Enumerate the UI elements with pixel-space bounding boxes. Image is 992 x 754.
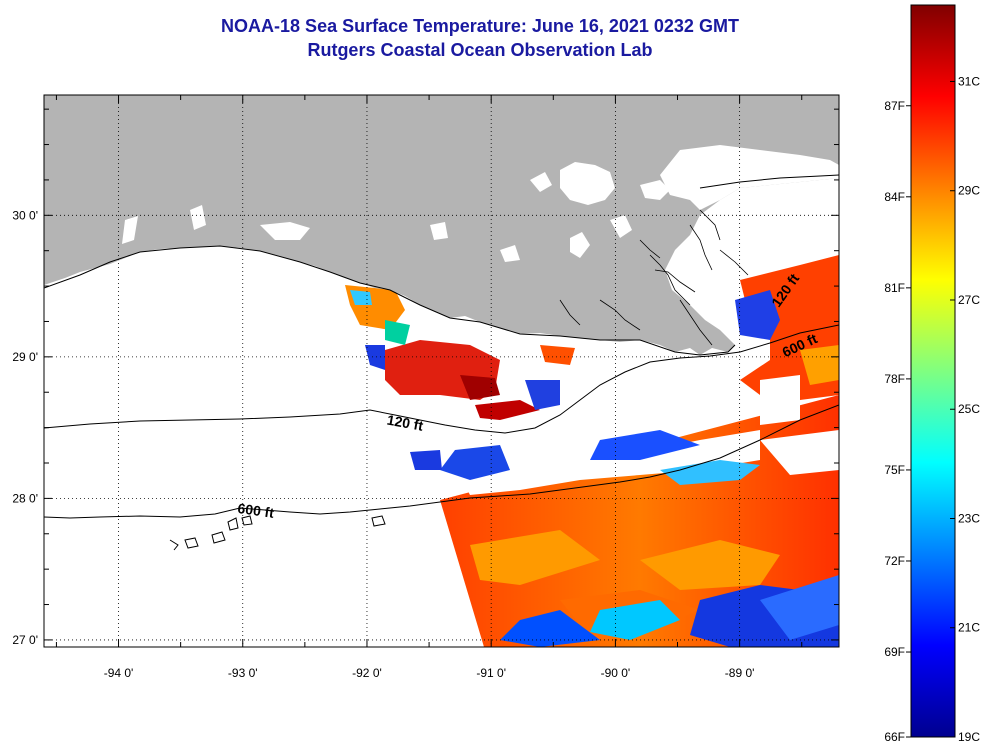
contour-120ft-line: [44, 324, 839, 434]
sst-cool-patch: [385, 320, 410, 345]
map-layers: [44, 95, 839, 647]
colorbar-fahrenheit-label: 84F: [884, 190, 905, 204]
sst-cool-patch: [410, 450, 442, 470]
contour-600ft-line: [44, 404, 839, 519]
colorbar-celsius-label: 31C: [958, 74, 980, 88]
latitude-label: 28 0': [12, 491, 38, 505]
sst-orange-patch: [640, 540, 780, 590]
sst-cool-patch: [440, 445, 510, 480]
colorbar-celsius-label: 29C: [958, 184, 980, 198]
longitude-label: -91 0': [476, 666, 506, 680]
sst-cool-patch: [660, 460, 760, 485]
latitude-label: 27 0': [12, 633, 38, 647]
colorbar: [910, 4, 956, 738]
latitude-label: 29 0': [12, 350, 38, 364]
sst-cool-patch: [500, 610, 600, 647]
sst-orange-patch: [470, 530, 600, 585]
sst-cool-patch: [735, 290, 780, 340]
sst-cloud-gap: [760, 375, 800, 425]
longitude-label: -90 0': [601, 666, 631, 680]
colorbar-celsius-label: 25C: [958, 402, 980, 416]
colorbar-fahrenheit-label: 69F: [884, 645, 905, 659]
colorbar-celsius-labels: 31C 29C 27C 25C 23C 21C 19C: [950, 74, 980, 744]
latitude-labels: 27 0' 28 0' 29 0' 30 0': [12, 208, 38, 647]
colorbar-fahrenheit-label: 75F: [884, 463, 905, 477]
longitude-label: -89 0': [725, 666, 755, 680]
axis-ticks: [44, 95, 839, 647]
sst-warm-patch: [540, 345, 575, 365]
sst-cool-patch: [525, 380, 560, 410]
sst-cool-patch: [590, 430, 700, 460]
sst-cool-patch: [760, 575, 839, 640]
sst-cool-patch: [365, 345, 385, 370]
plot-frame: [43, 94, 840, 648]
map-title-line-2: Rutgers Coastal Ocean Observation Lab: [307, 40, 653, 60]
colorbar-celsius-label: 27C: [958, 293, 980, 307]
longitude-labels: -94 0' -93 0' -92 0' -91 0' -90 0' -89 0': [104, 666, 755, 680]
contour-label: 120 ft: [386, 412, 425, 434]
colorbar-fahrenheit-label: 78F: [884, 372, 905, 386]
colorbar-fahrenheit-label: 66F: [884, 730, 905, 744]
inland-water: [122, 145, 839, 262]
colorbar-celsius-label: 23C: [958, 511, 980, 525]
latitude-label: 30 0': [12, 208, 38, 222]
bathymetry-contours: [44, 174, 839, 551]
longitude-label: -94 0': [104, 666, 134, 680]
colorbar-fahrenheit-label: 72F: [884, 554, 905, 568]
map-title-line-1: NOAA-18 Sea Surface Temperature: June 16…: [221, 16, 739, 36]
sst-orange-patch: [800, 345, 839, 385]
sst-hot-patch: [460, 375, 500, 400]
colorbar-celsius-label: 19C: [958, 730, 980, 744]
colorbar-fahrenheit-label: 87F: [884, 99, 905, 113]
colorbar-fahrenheit-labels: 87F 84F 81F 78F 75F 72F 69F 66F: [884, 99, 911, 744]
sst-cool-patch: [590, 600, 680, 640]
longitude-label: -92 0': [352, 666, 382, 680]
sst-cool-patch: [350, 290, 372, 305]
colorbar-fahrenheit-label: 81F: [884, 281, 905, 295]
sst-cloud-gap: [760, 430, 839, 475]
longitude-label: -93 0': [228, 666, 258, 680]
contour-label: 600 ft: [237, 500, 276, 521]
grid-lines: [44, 95, 839, 647]
sst-swath: [345, 240, 839, 647]
colorbar-celsius-label: 21C: [958, 621, 980, 635]
